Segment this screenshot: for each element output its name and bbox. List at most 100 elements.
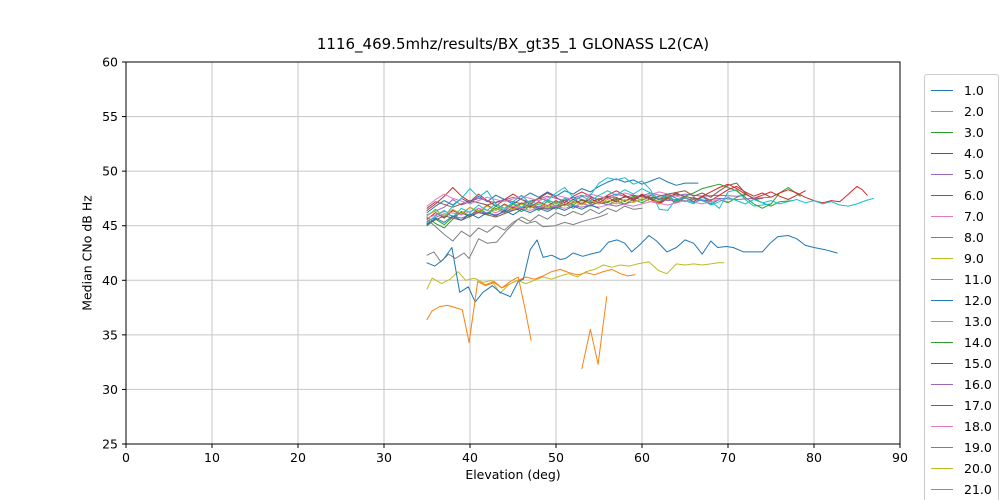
legend-item-16.0: 16.0 [931, 374, 998, 395]
x-tick-label: 70 [720, 450, 736, 465]
legend-line-swatch [931, 489, 953, 490]
legend-label: 20.0 [964, 461, 992, 476]
x-tick-label: 40 [462, 450, 478, 465]
series-line-8.0 [426, 213, 609, 263]
legend-label: 4.0 [964, 146, 984, 161]
series-line-14.0 [426, 183, 801, 227]
legend-label: 21.0 [964, 482, 992, 497]
x-tick-label: 20 [290, 450, 306, 465]
legend-line-swatch [931, 216, 953, 217]
legend-item-19.0: 19.0 [931, 437, 998, 458]
series-line-3.0 [426, 193, 793, 229]
legend-line-swatch [931, 426, 953, 427]
legend-line-swatch [931, 258, 953, 259]
series-line-16.0 [426, 196, 772, 222]
legend-label: 11.0 [964, 272, 992, 287]
legend-line-swatch [931, 174, 953, 175]
legend-label: 1.0 [964, 83, 984, 98]
legend-line-swatch [931, 237, 953, 238]
legend-label: 8.0 [964, 230, 984, 245]
legend-line-swatch [931, 468, 953, 469]
x-tick-label: 10 [204, 450, 220, 465]
legend-item-4.0: 4.0 [931, 143, 998, 164]
x-axis-label: Elevation (deg) [465, 467, 561, 482]
legend-line-swatch [931, 447, 953, 448]
legend-line-swatch [931, 111, 953, 112]
x-tick-label: 60 [634, 450, 650, 465]
legend-item-15.0: 15.0 [931, 353, 998, 374]
legend-line-swatch [931, 405, 953, 406]
legend-label: 7.0 [964, 209, 984, 224]
legend-line-swatch [931, 90, 953, 91]
legend-item-6.0: 6.0 [931, 185, 998, 206]
y-tick-label: 35 [102, 327, 118, 342]
legend-item-14.0: 14.0 [931, 332, 998, 353]
legend-line-swatch [931, 132, 953, 133]
legend-line-swatch [931, 279, 953, 280]
legend-item-2.0: 2.0 [931, 101, 998, 122]
legend-item-7.0: 7.0 [931, 206, 998, 227]
legend-item-20.0: 20.0 [931, 458, 998, 479]
x-tick-label: 50 [548, 450, 564, 465]
legend-item-3.0: 3.0 [931, 122, 998, 143]
series-line-17.0 [426, 182, 763, 224]
x-tick-label: 30 [376, 450, 392, 465]
legend-label: 6.0 [964, 188, 984, 203]
legend-line-swatch [931, 384, 953, 385]
legend-label: 16.0 [964, 377, 992, 392]
series-line-15.0 [426, 185, 868, 220]
series-line-4.0 [426, 183, 806, 211]
legend-label: 2.0 [964, 104, 984, 119]
legend-line-swatch [931, 195, 953, 196]
legend-item-18.0: 18.0 [931, 416, 998, 437]
y-axis-label: Median CNo dB Hz [79, 195, 95, 311]
y-tick-label: 45 [102, 218, 118, 233]
legend-item-5.0: 5.0 [931, 164, 998, 185]
legend-label: 14.0 [964, 335, 992, 350]
legend-label: 3.0 [964, 125, 984, 140]
legend-label: 15.0 [964, 356, 992, 371]
y-tick-label: 25 [102, 437, 118, 452]
legend-item-1.0: 1.0 [931, 80, 998, 101]
legend-label: 5.0 [964, 167, 984, 182]
legend-label: 9.0 [964, 251, 984, 266]
series-line-19.0 [426, 205, 643, 242]
series-line-21.0 [426, 188, 874, 223]
x-tick-label: 0 [122, 450, 130, 465]
legend-item-11.0: 11.0 [931, 269, 998, 290]
x-tick-label: 80 [806, 450, 822, 465]
legend-label: 12.0 [964, 293, 992, 308]
legend-line-swatch [931, 342, 953, 343]
series-line-13.0 [581, 296, 608, 370]
legend-label: 19.0 [964, 440, 992, 455]
legend-item-8.0: 8.0 [931, 227, 998, 248]
y-tick-label: 60 [102, 55, 118, 70]
legend-line-swatch [931, 363, 953, 364]
legend-item-13.0: 13.0 [931, 311, 998, 332]
legend-label: 18.0 [964, 419, 992, 434]
y-tick-label: 30 [102, 382, 118, 397]
series-line-9.0 [426, 261, 725, 294]
chart-title: 1116_469.5mhz/results/BX_gt35_1 GLONASS … [316, 35, 710, 53]
legend: 1.0 2.0 3.0 4.0 5.0 6.0 7.0 8.0 9.0 11.0 12.0 13.0 1… [924, 74, 999, 500]
legend-label: 17.0 [964, 398, 992, 413]
series-line-13.0 [426, 276, 532, 343]
legend-item-17.0: 17.0 [931, 395, 998, 416]
legend-line-swatch [931, 153, 953, 154]
y-tick-label: 40 [102, 273, 118, 288]
series-line-18.0 [426, 199, 729, 219]
plot-border [125, 61, 901, 445]
legend-item-12.0: 12.0 [931, 290, 998, 311]
series-line-6.0 [426, 193, 712, 209]
legend-label: 13.0 [964, 314, 992, 329]
x-tick-label: 90 [892, 450, 908, 465]
legend-line-swatch [931, 321, 953, 322]
legend-item-9.0: 9.0 [931, 248, 998, 269]
legend-item-21.0: 21.0 [931, 479, 998, 500]
series-line-12.0 [426, 235, 838, 303]
y-tick-label: 55 [102, 109, 118, 124]
legend-line-swatch [931, 300, 953, 301]
series-line-1.0 [426, 177, 699, 214]
